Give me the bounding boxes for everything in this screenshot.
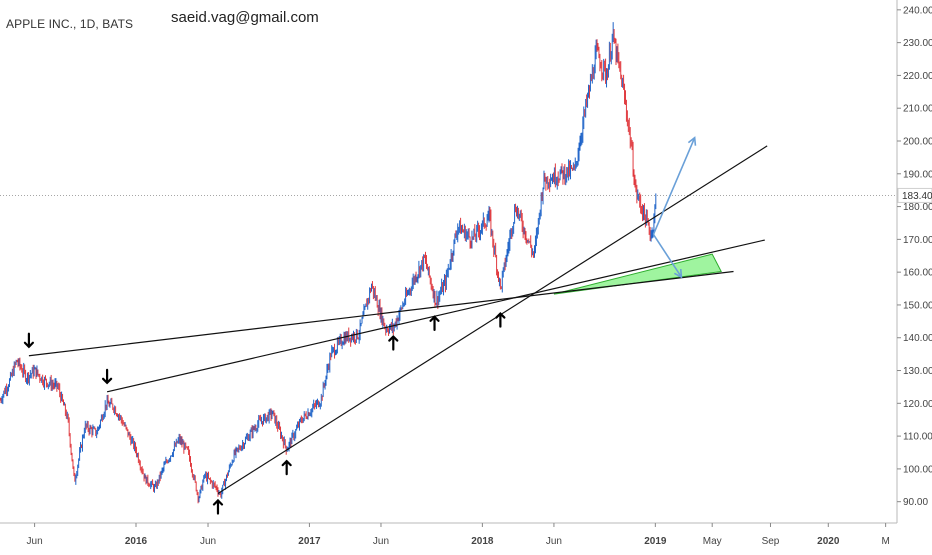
y-tick-label: 140.00	[903, 333, 932, 344]
y-tick-label: 230.00	[903, 38, 932, 49]
pivot-arrow-up	[212, 498, 224, 515]
y-tick-label: 190.00	[903, 169, 932, 180]
pivot-arrow-up	[429, 315, 440, 331]
pivot-arrow-down	[23, 332, 35, 349]
trendline	[217, 145, 768, 494]
y-tick-label: 220.00	[903, 71, 932, 82]
y-tick-label: 130.00	[903, 366, 932, 377]
projection-arrow-head	[687, 136, 697, 146]
y-tick-label: 210.00	[903, 104, 932, 115]
y-tick-label: 90.00	[903, 497, 928, 508]
author-watermark: saeid.vag@gmail.com	[171, 9, 319, 26]
x-tick-label: May	[703, 536, 722, 547]
x-tick-label: M	[881, 536, 889, 547]
pivot-arrow-up	[281, 459, 292, 476]
x-tick-label: 2016	[125, 536, 148, 547]
projection-arrow	[652, 137, 696, 235]
axis-layer: 90.00 100.00 110.00 120.00 130.00 140.00 150.0…	[27, 5, 932, 547]
x-tick-label: Jun	[373, 536, 389, 547]
pivot-arrow-up	[388, 334, 399, 351]
y-tick-label: 240.00	[903, 5, 932, 16]
current-price-tag	[897, 187, 932, 203]
x-tick-label: 2018	[471, 536, 494, 547]
y-tick-label: 110.00	[903, 432, 932, 443]
x-tick-label: Jun	[546, 536, 562, 547]
trendline	[28, 270, 734, 357]
x-tick-label: 2019	[644, 536, 667, 547]
drawing-layer	[0, 136, 897, 515]
y-tick-label: 170.00	[903, 235, 932, 246]
pivot-arrow-up	[495, 312, 506, 328]
x-tick-label: Jun	[27, 536, 43, 547]
current-price-label: 183.40	[902, 191, 932, 202]
projection-arrow-head	[673, 269, 683, 279]
y-tick-label: 150.00	[903, 300, 932, 311]
pivot-arrow-down	[101, 368, 113, 385]
y-tick-label: 100.00	[903, 464, 932, 475]
trendline	[106, 239, 765, 393]
green-triangle-highlight	[553, 253, 722, 295]
y-tick-label: 120.00	[903, 399, 932, 410]
projection-arrow	[652, 234, 683, 278]
x-tick-label: 2017	[298, 536, 321, 547]
y-tick-label: 180.00	[903, 202, 932, 213]
x-tick-label: Jun	[200, 536, 216, 547]
y-tick-label: 160.00	[903, 268, 932, 279]
x-tick-label: 2020	[817, 536, 840, 547]
y-tick-label: 200.00	[903, 136, 932, 147]
candle-layer	[0, 22, 657, 504]
x-tick-label: Sep	[762, 536, 780, 547]
symbol-title: APPLE INC., 1D, BATS	[6, 17, 134, 31]
